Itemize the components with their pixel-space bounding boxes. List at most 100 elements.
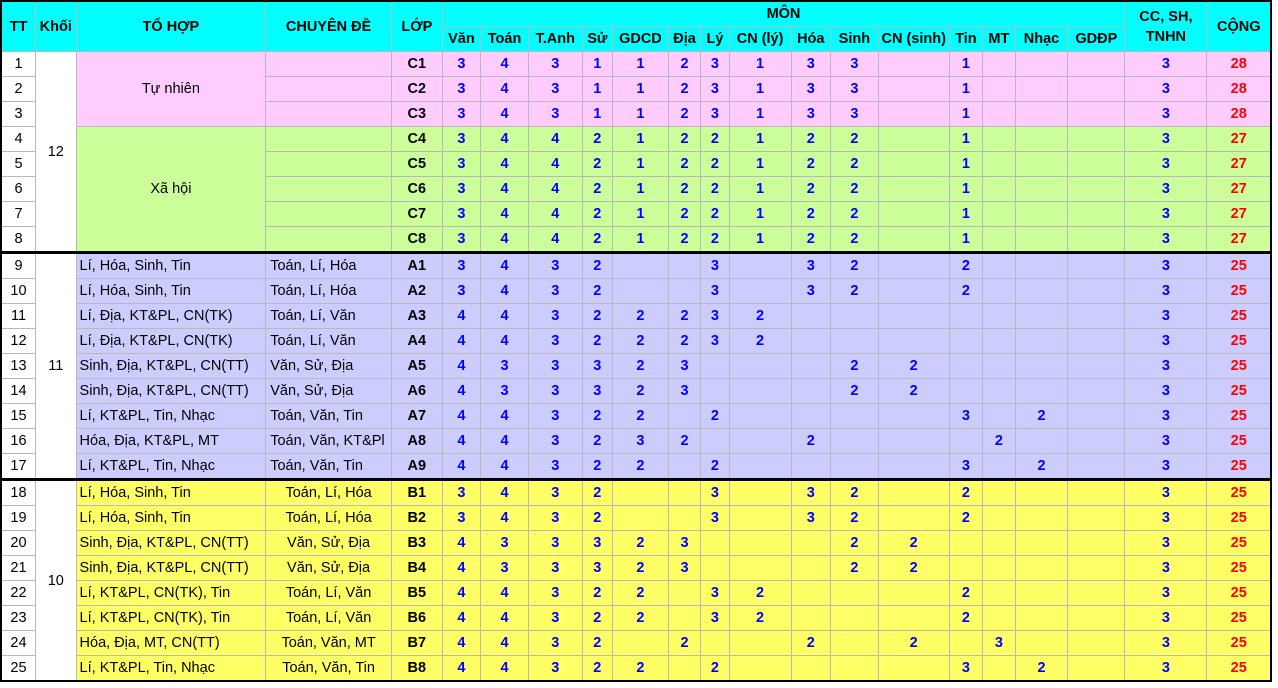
subject-period-cell[interactable]: [667, 655, 702, 682]
subject-period-cell[interactable]: 1: [728, 76, 792, 102]
to-hop-cell[interactable]: Lí, KT&PL, CN(TK), Tin: [75, 580, 267, 606]
subject-period-cell[interactable]: [1067, 580, 1126, 606]
subject-period-cell[interactable]: 3: [700, 605, 730, 631]
subject-period-cell[interactable]: [1067, 655, 1126, 682]
subject-period-cell[interactable]: 4: [480, 126, 529, 152]
subject-period-cell[interactable]: [982, 226, 1016, 253]
subject-period-cell[interactable]: 3: [441, 126, 482, 152]
cc-sh-tnhn-cell[interactable]: 3: [1124, 403, 1208, 429]
subject-period-cell[interactable]: 4: [441, 428, 482, 454]
cc-sh-tnhn-cell[interactable]: 3: [1124, 76, 1208, 102]
subject-period-cell[interactable]: 2: [1014, 453, 1069, 480]
subject-period-cell[interactable]: 2: [667, 51, 702, 77]
subject-period-cell[interactable]: 2: [700, 176, 730, 202]
total-cell[interactable]: 25: [1206, 428, 1272, 454]
subject-period-cell[interactable]: [1067, 303, 1126, 329]
subject-period-cell[interactable]: 2: [790, 201, 832, 227]
to-hop-cell[interactable]: Tự nhiên: [75, 51, 267, 127]
subject-period-cell[interactable]: 2: [948, 505, 984, 531]
chuyen-de-cell[interactable]: [265, 101, 392, 127]
subject-period-cell[interactable]: [1067, 605, 1126, 631]
subject-period-cell[interactable]: 3: [700, 505, 730, 531]
subject-period-cell[interactable]: 2: [830, 505, 879, 531]
subject-period-cell[interactable]: 2: [581, 505, 614, 531]
lop-cell[interactable]: C5: [390, 151, 443, 177]
header-mon[interactable]: MÔN: [441, 0, 1126, 27]
chuyen-de-cell[interactable]: Toán, Văn, Tin: [265, 655, 392, 682]
subject-period-cell[interactable]: 2: [667, 151, 702, 177]
subject-period-cell[interactable]: 1: [948, 226, 984, 253]
subject-period-cell[interactable]: 3: [527, 328, 583, 354]
subject-period-cell[interactable]: 3: [700, 101, 730, 127]
lop-cell[interactable]: B4: [390, 555, 443, 581]
total-cell[interactable]: 25: [1206, 278, 1272, 304]
subject-period-cell[interactable]: 2: [790, 226, 832, 253]
subject-period-cell[interactable]: [728, 353, 792, 379]
subject-period-cell[interactable]: 2: [982, 428, 1016, 454]
subject-period-cell[interactable]: [982, 403, 1016, 429]
subject-period-cell[interactable]: 2: [581, 428, 614, 454]
header-subject[interactable]: Tin: [948, 26, 984, 52]
row-number-cell[interactable]: 13: [0, 353, 36, 379]
to-hop-cell[interactable]: Lí, KT&PL, Tin, Nhạc: [75, 403, 267, 429]
subject-period-cell[interactable]: [877, 101, 950, 127]
lop-cell[interactable]: C4: [390, 126, 443, 152]
subject-period-cell[interactable]: [1067, 251, 1126, 279]
header-subject[interactable]: Hóa: [790, 26, 832, 52]
subject-period-cell[interactable]: 3: [527, 453, 583, 480]
subject-period-cell[interactable]: 2: [612, 303, 669, 329]
subject-period-cell[interactable]: [1014, 605, 1069, 631]
lop-cell[interactable]: A8: [390, 428, 443, 454]
subject-period-cell[interactable]: 3: [581, 378, 614, 404]
subject-period-cell[interactable]: 1: [612, 101, 669, 127]
subject-period-cell[interactable]: 3: [700, 303, 730, 329]
to-hop-cell[interactable]: Lí, Địa, KT&PL, CN(TK): [75, 328, 267, 354]
subject-period-cell[interactable]: [982, 251, 1016, 279]
subject-period-cell[interactable]: 2: [700, 126, 730, 152]
subject-period-cell[interactable]: 2: [830, 226, 879, 253]
subject-period-cell[interactable]: 3: [790, 505, 832, 531]
subject-period-cell[interactable]: [948, 530, 984, 556]
subject-period-cell[interactable]: [1014, 76, 1069, 102]
subject-period-cell[interactable]: [948, 378, 984, 404]
subject-period-cell[interactable]: 3: [527, 580, 583, 606]
subject-period-cell[interactable]: 3: [948, 403, 984, 429]
cc-sh-tnhn-cell[interactable]: 3: [1124, 101, 1208, 127]
subject-period-cell[interactable]: [1014, 51, 1069, 77]
subject-period-cell[interactable]: 4: [480, 403, 529, 429]
subject-period-cell[interactable]: 3: [581, 353, 614, 379]
cc-sh-tnhn-cell[interactable]: 3: [1124, 226, 1208, 253]
subject-period-cell[interactable]: 2: [667, 126, 702, 152]
subject-period-cell[interactable]: 3: [480, 555, 529, 581]
subject-period-cell[interactable]: [790, 530, 832, 556]
subject-period-cell[interactable]: [1014, 555, 1069, 581]
cc-sh-tnhn-cell[interactable]: 3: [1124, 201, 1208, 227]
subject-period-cell[interactable]: [1014, 278, 1069, 304]
subject-period-cell[interactable]: 3: [527, 303, 583, 329]
subject-period-cell[interactable]: 3: [441, 278, 482, 304]
total-cell[interactable]: 27: [1206, 226, 1272, 253]
subject-period-cell[interactable]: 1: [728, 51, 792, 77]
chuyen-de-cell[interactable]: [265, 176, 392, 202]
row-number-cell[interactable]: 16: [0, 428, 36, 454]
subject-period-cell[interactable]: 4: [527, 176, 583, 202]
subject-period-cell[interactable]: 3: [527, 101, 583, 127]
subject-period-cell[interactable]: 3: [480, 378, 529, 404]
subject-period-cell[interactable]: 3: [830, 51, 879, 77]
chuyen-de-cell[interactable]: Toán, Lí, Văn: [265, 580, 392, 606]
subject-period-cell[interactable]: [1067, 226, 1126, 253]
subject-period-cell[interactable]: [1067, 428, 1126, 454]
subject-period-cell[interactable]: [877, 51, 950, 77]
chuyen-de-cell[interactable]: Toán, Lí, Hóa: [265, 505, 392, 531]
cc-sh-tnhn-cell[interactable]: 3: [1124, 126, 1208, 152]
subject-period-cell[interactable]: 2: [581, 226, 614, 253]
subject-period-cell[interactable]: [982, 605, 1016, 631]
subject-period-cell[interactable]: [667, 251, 702, 279]
cc-sh-tnhn-cell[interactable]: 3: [1124, 353, 1208, 379]
subject-period-cell[interactable]: [982, 76, 1016, 102]
subject-period-cell[interactable]: 2: [667, 226, 702, 253]
to-hop-cell[interactable]: Sinh, Địa, KT&PL, CN(TT): [75, 555, 267, 581]
subject-period-cell[interactable]: 2: [700, 201, 730, 227]
subject-period-cell[interactable]: 2: [581, 403, 614, 429]
header-to-hop[interactable]: TỔ HỢP: [75, 0, 267, 52]
